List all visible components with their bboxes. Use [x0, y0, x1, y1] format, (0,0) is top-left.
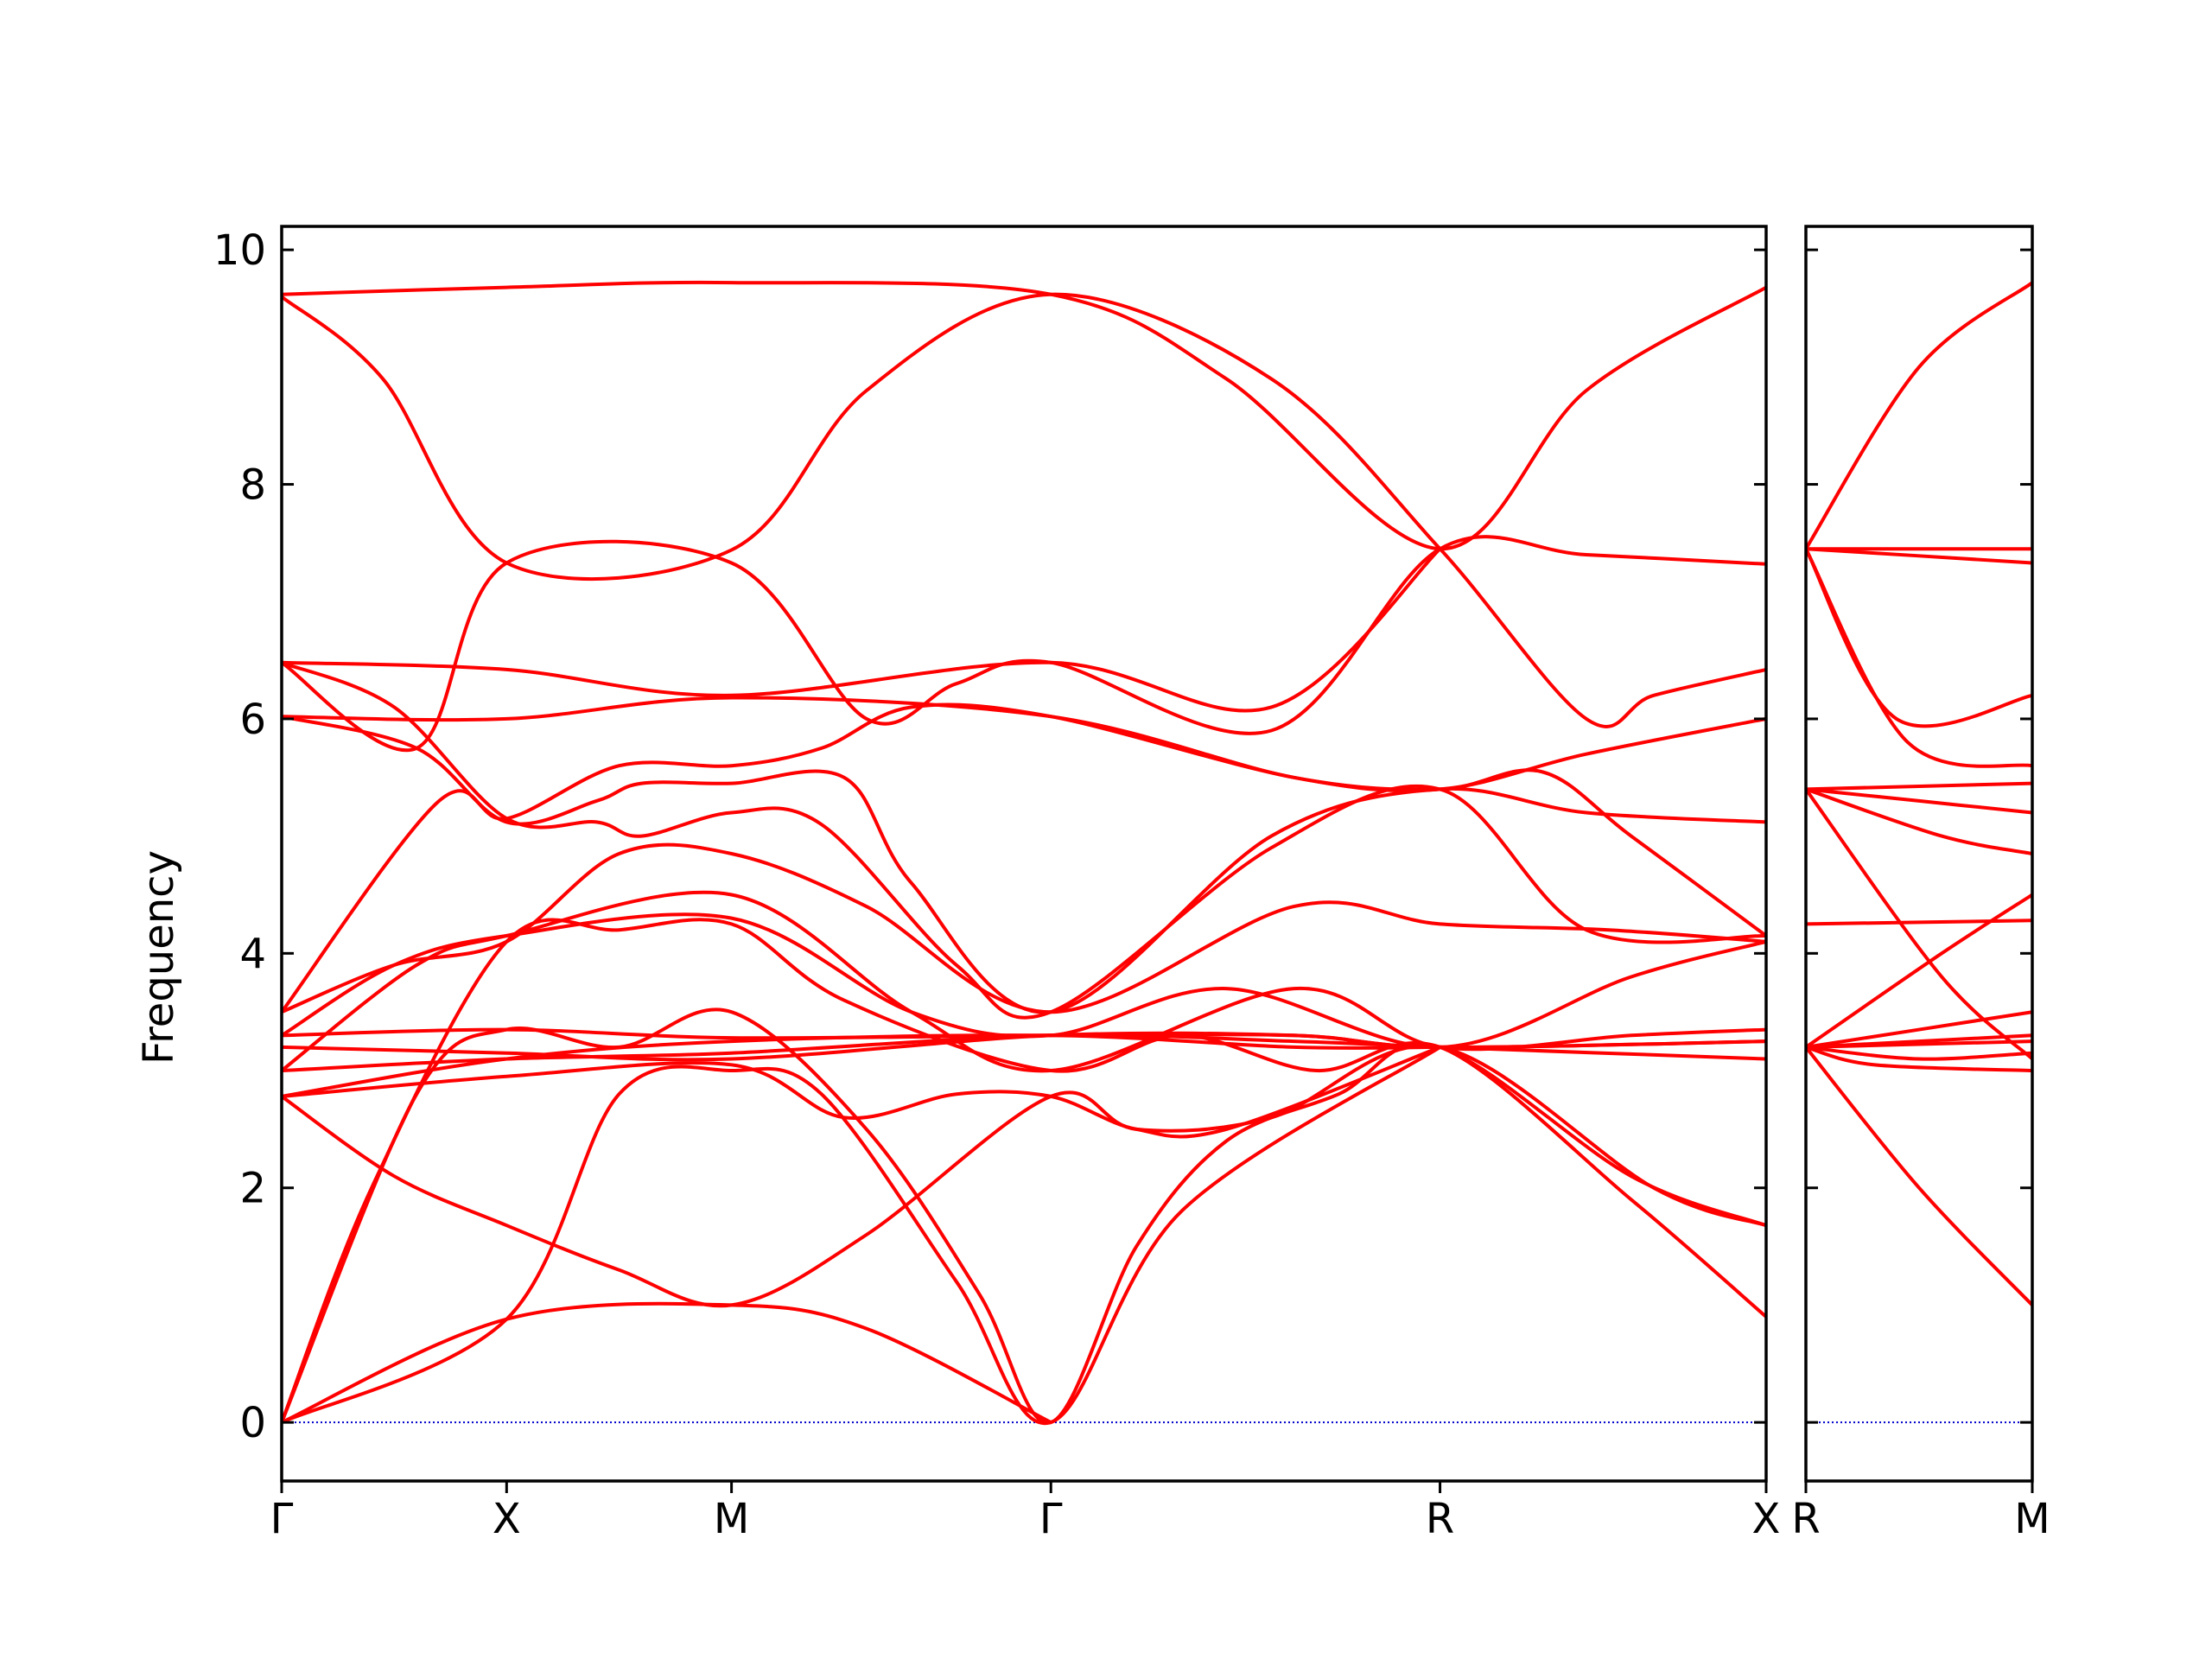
band-line	[282, 890, 1766, 1073]
y-tick-label: 0	[239, 1399, 266, 1447]
panel-main: 0 2 4 6 8 10 Γ X M Γ R X	[213, 225, 1781, 1543]
band-line	[282, 696, 1766, 793]
band-line	[282, 1045, 1442, 1139]
band-line	[282, 918, 1766, 1425]
band-line	[1806, 1045, 2032, 1061]
band-line	[282, 1031, 1766, 1062]
band-line	[282, 660, 1766, 1020]
band-line	[282, 1033, 1442, 1098]
x-tick-label: X	[493, 1495, 521, 1543]
band-line	[1806, 547, 2032, 565]
x-tick-label: X	[1752, 1495, 1781, 1543]
y-tick-label: 4	[239, 930, 266, 978]
y-tick-label: 2	[239, 1165, 266, 1213]
band-line	[1806, 1010, 2032, 1049]
plot-frame	[1804, 225, 2034, 1483]
band-line	[282, 535, 1766, 753]
band-line	[1806, 893, 2032, 1049]
band-line	[282, 547, 1442, 713]
band-line	[1806, 918, 2032, 926]
band-line	[282, 280, 1766, 551]
x-tick-label: R	[1791, 1495, 1820, 1543]
band-line	[282, 702, 1766, 1014]
band-line	[282, 1045, 1442, 1426]
x-tick-label: M	[2014, 1495, 2050, 1543]
band-line	[1806, 1045, 2032, 1072]
band-line	[1806, 1039, 2032, 1049]
x-tick-label: Γ	[270, 1495, 294, 1543]
band-line	[1806, 547, 2032, 728]
band-line	[282, 1044, 1766, 1308]
band-line	[1806, 547, 2032, 768]
band-line	[282, 1301, 1053, 1425]
x-tick-label: M	[714, 1495, 749, 1543]
x-tick-label: Γ	[1039, 1495, 1063, 1543]
y-tick-label: 10	[213, 226, 266, 275]
y-tick-label: 6	[239, 696, 266, 744]
band-line	[1806, 1045, 2032, 1307]
band-line	[282, 292, 1766, 728]
band-line	[282, 715, 1766, 1014]
band-line	[1806, 281, 2032, 551]
y-axis-title: Frequency	[135, 850, 183, 1065]
band-line	[1806, 787, 2032, 1061]
band-line	[282, 842, 1766, 1014]
band-line	[282, 912, 1766, 1049]
band-line	[1806, 787, 2032, 815]
band-line	[1806, 787, 2032, 855]
plot-frame	[280, 225, 1768, 1483]
band-line	[1806, 781, 2032, 791]
x-tick-label: R	[1426, 1495, 1454, 1543]
y-tick-label: 8	[239, 461, 266, 510]
